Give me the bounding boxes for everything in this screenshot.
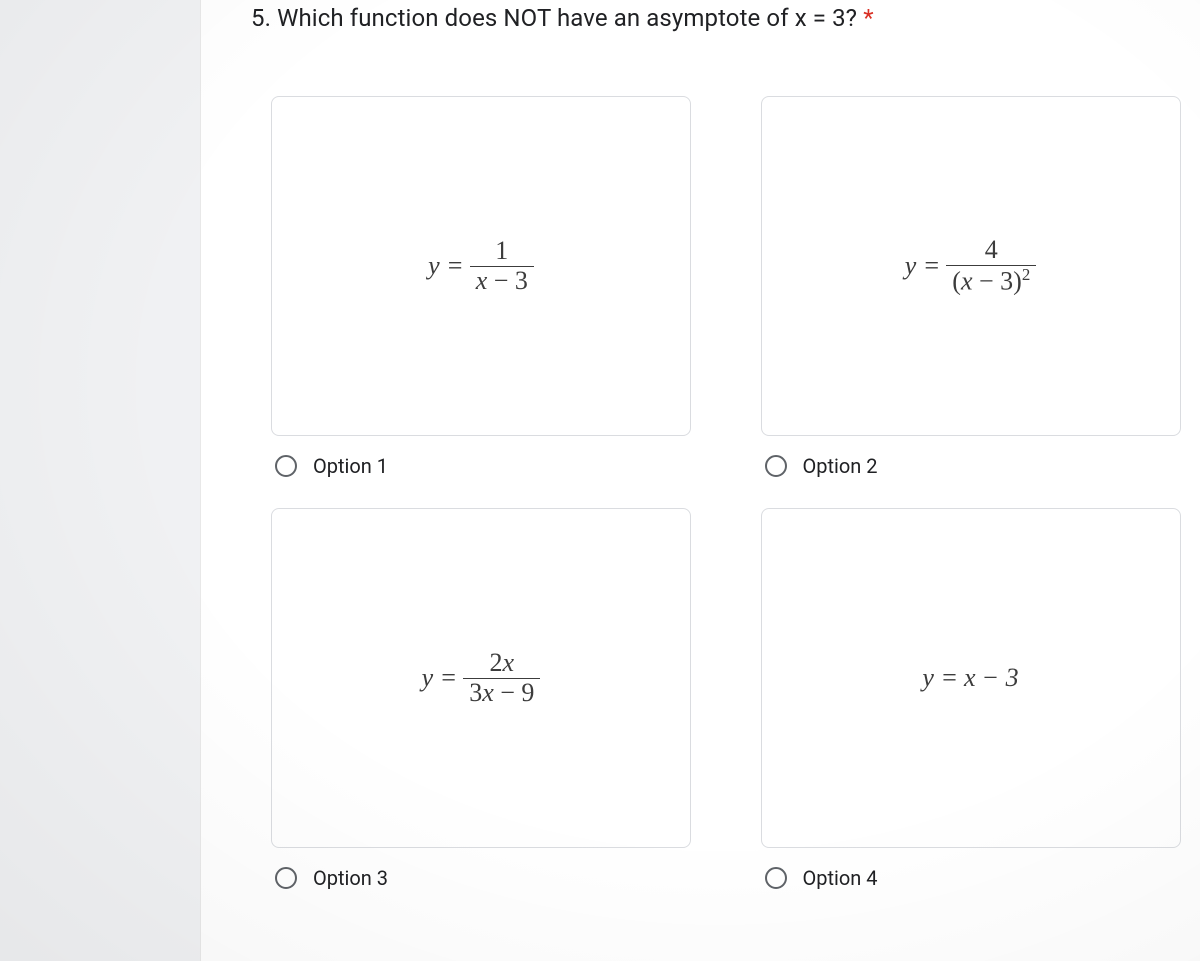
option-4-equation: y = x − 3 (922, 663, 1018, 693)
option-1-equation: y = 1 x − 3 (428, 237, 534, 295)
radio-button[interactable] (275, 455, 297, 477)
denominator: x − 3 (470, 266, 534, 296)
option-3-radio-row[interactable]: Option 3 (271, 848, 701, 890)
radio-button[interactable] (765, 867, 787, 889)
denominator: (x − 3)2 (946, 265, 1036, 296)
numerator: 1 (489, 237, 514, 266)
numerator: 2x (484, 649, 521, 678)
option-2-label[interactable]: Option 2 (803, 454, 878, 478)
radio-button[interactable] (765, 455, 787, 477)
radio-button[interactable] (275, 867, 297, 889)
option-4-box[interactable]: y = x − 3 (761, 508, 1181, 848)
option-4-label[interactable]: Option 4 (803, 866, 878, 890)
numerator: 4 (979, 236, 1004, 265)
question-card: 5. Which function does NOT have an asymp… (200, 0, 1200, 961)
option-4-radio-row[interactable]: Option 4 (761, 848, 1191, 890)
option-1-box[interactable]: y = 1 x − 3 (271, 96, 691, 436)
eq-lhs: y = (922, 663, 958, 693)
eq-lhs: y = (905, 251, 941, 281)
fraction: 2x 3x − 9 (463, 649, 540, 707)
options-grid: y = 1 x − 3 Option 1 y = (201, 56, 1200, 890)
option-3-box[interactable]: y = 2x 3x − 9 (271, 508, 691, 848)
option-3: y = 2x 3x − 9 Option 3 (271, 508, 701, 890)
option-2-equation: y = 4 (x − 3)2 (905, 236, 1037, 296)
option-2-box[interactable]: y = 4 (x − 3)2 (761, 96, 1181, 436)
option-2-radio-row[interactable]: Option 2 (761, 436, 1191, 478)
required-marker: * (863, 4, 873, 32)
eq-lhs: y = (428, 251, 464, 281)
eq-lhs: y = (422, 663, 458, 693)
option-1-label[interactable]: Option 1 (313, 454, 388, 478)
question-text: 5. Which function does NOT have an asymp… (201, 0, 1200, 56)
fraction: 1 x − 3 (470, 237, 534, 295)
option-2: y = 4 (x − 3)2 Option 2 (761, 96, 1191, 478)
option-1: y = 1 x − 3 Option 1 (271, 96, 701, 478)
option-1-radio-row[interactable]: Option 1 (271, 436, 701, 478)
question-number: 5. (251, 4, 271, 32)
option-3-label[interactable]: Option 3 (313, 866, 388, 890)
denominator: 3x − 9 (463, 678, 540, 708)
question-body: Which function does NOT have an asymptot… (277, 4, 857, 32)
fraction: 4 (x − 3)2 (946, 236, 1036, 296)
option-3-equation: y = 2x 3x − 9 (422, 649, 541, 707)
option-4: y = x − 3 Option 4 (761, 508, 1191, 890)
